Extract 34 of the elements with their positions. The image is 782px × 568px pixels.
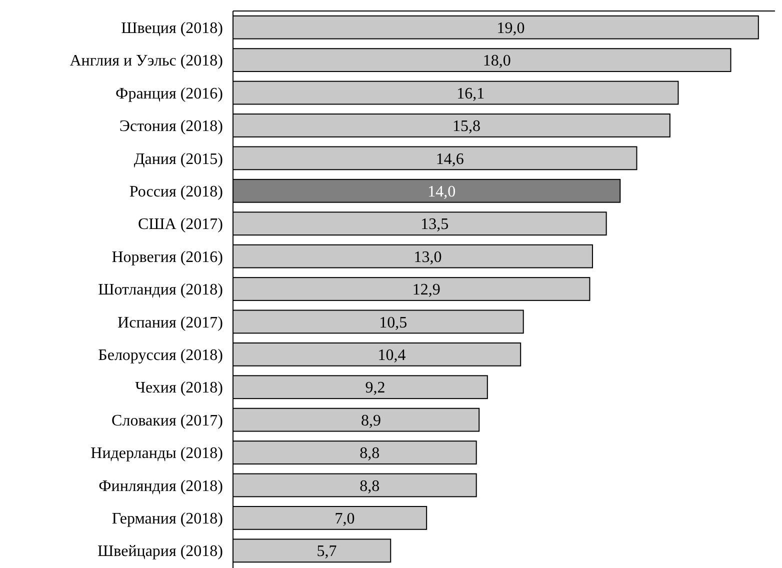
data-label: 15,8 bbox=[452, 118, 480, 136]
data-label: 14,6 bbox=[436, 150, 464, 168]
y-tick-label: Германия (2018) bbox=[112, 510, 223, 528]
data-label: 13,0 bbox=[414, 248, 442, 266]
y-tick-label: Франция (2016) bbox=[116, 85, 223, 102]
data-label: 7,0 bbox=[334, 510, 355, 528]
data-label: 8,9 bbox=[361, 412, 382, 430]
y-tick-label: Эстония (2018) bbox=[119, 118, 223, 136]
y-tick-label: Швейцария (2018) bbox=[97, 543, 223, 560]
data-label: 16,1 bbox=[456, 85, 485, 102]
y-tick-label: Словакия (2017) bbox=[112, 412, 223, 430]
data-label: 10,4 bbox=[378, 347, 406, 364]
y-tick-label: Финляндия (2018) bbox=[98, 478, 223, 495]
y-tick-label: США (2017) bbox=[138, 216, 223, 234]
y-tick-label: Швеция (2018) bbox=[121, 20, 223, 37]
y-tick-label: Дания (2015) bbox=[134, 150, 223, 168]
data-label: 9,2 bbox=[365, 380, 386, 397]
data-label: 19,0 bbox=[496, 20, 525, 37]
data-label: 14,0 bbox=[428, 183, 456, 200]
data-label: 12,9 bbox=[412, 282, 440, 299]
data-label: 10,5 bbox=[379, 314, 408, 332]
data-label: 8,8 bbox=[360, 478, 380, 495]
y-tick-label: Шотландия (2018) bbox=[98, 282, 223, 299]
data-label: 8,8 bbox=[360, 445, 380, 462]
y-tick-label: Нидерланды (2018) bbox=[90, 445, 223, 462]
y-tick-label: Россия (2018) bbox=[129, 183, 223, 200]
data-label: 13,5 bbox=[420, 216, 449, 234]
data-label: 18,0 bbox=[482, 52, 511, 70]
y-tick-label: Англия и Уэльс (2018) bbox=[70, 52, 223, 70]
data-label: 5,7 bbox=[316, 543, 337, 560]
y-tick-label: Норвегия (2016) bbox=[112, 248, 223, 266]
y-tick-label: Испания (2017) bbox=[118, 314, 223, 332]
y-tick-label: Белоруссия (2018) bbox=[98, 347, 223, 364]
y-tick-label: Чехия (2018) bbox=[135, 380, 223, 397]
